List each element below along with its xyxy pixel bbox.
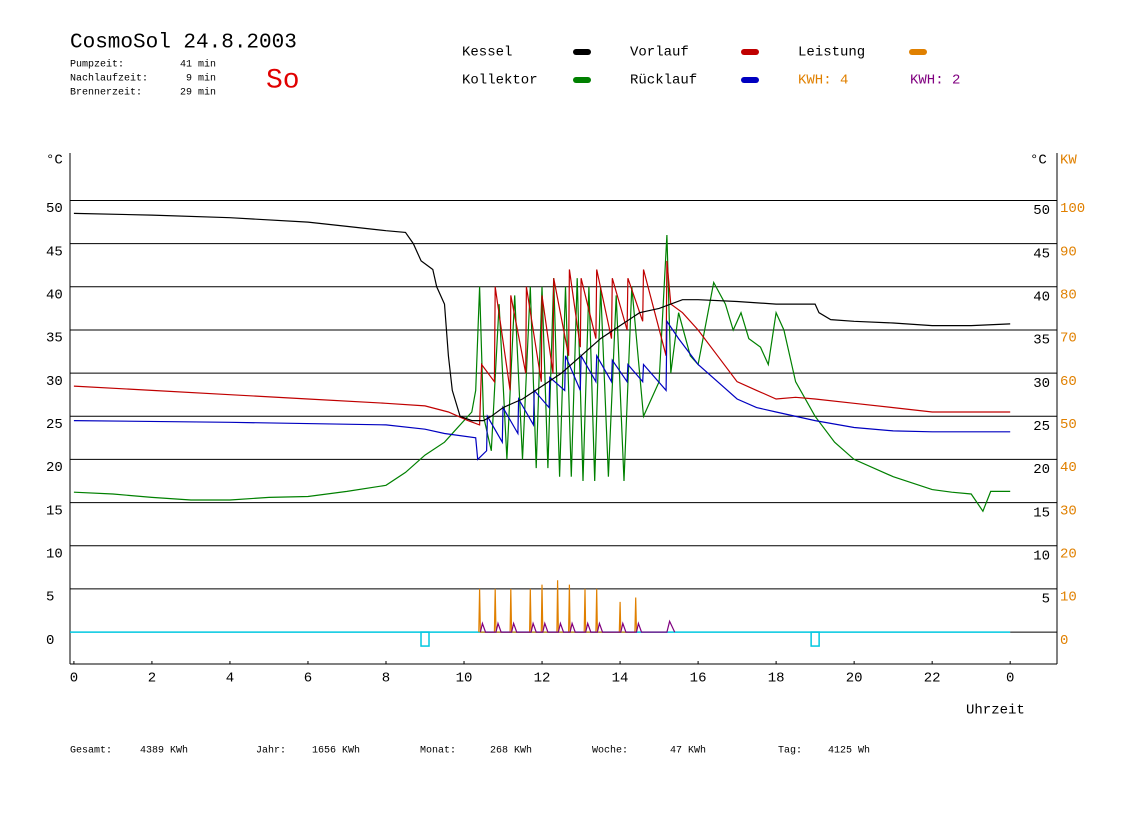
y-tick-label-right: 35 bbox=[1033, 333, 1050, 349]
y-tick-label: 5 bbox=[46, 590, 54, 606]
x-tick-label: 6 bbox=[304, 671, 312, 687]
chart-title: CosmoSol 24.8.2003 bbox=[70, 32, 297, 55]
y-tick-label: 10 bbox=[46, 546, 63, 562]
total-label: Woche: bbox=[592, 745, 628, 757]
y2-tick-label: 30 bbox=[1060, 503, 1077, 519]
y-tick-label-right: 15 bbox=[1033, 505, 1050, 521]
y-tick-label: 30 bbox=[46, 374, 63, 390]
y-tick-label-right: 50 bbox=[1033, 203, 1050, 219]
y-tick-label-right: 25 bbox=[1033, 419, 1050, 435]
y-label: °C bbox=[46, 153, 63, 169]
y-label-right: °C bbox=[1030, 153, 1047, 169]
y-tick-label: 35 bbox=[46, 331, 63, 347]
info-value: 9 min bbox=[186, 73, 216, 85]
x-tick-label: 16 bbox=[690, 671, 707, 687]
info-label: Nachlaufzeit: bbox=[70, 73, 148, 85]
y2-tick-label: 100 bbox=[1060, 201, 1085, 217]
legend-label: Kollektor bbox=[462, 73, 538, 89]
y-tick-label: 40 bbox=[46, 287, 63, 303]
y-tick-label: 20 bbox=[46, 460, 63, 476]
kwh-label: KWH: 4 bbox=[798, 73, 848, 89]
total-label: Monat: bbox=[420, 746, 456, 757]
series-line bbox=[73, 319, 1011, 461]
y-tick-label: 25 bbox=[46, 417, 63, 433]
series-line bbox=[73, 212, 1011, 422]
kwh-label: KWH: 2 bbox=[910, 73, 960, 89]
y-tick-label: 15 bbox=[46, 503, 63, 519]
total-value: 4125 Wh bbox=[828, 745, 870, 757]
x-tick-label: 22 bbox=[924, 671, 941, 687]
y-tick-label-right: 30 bbox=[1033, 376, 1050, 392]
total-value: 268 KWh bbox=[490, 745, 532, 757]
y2-tick-label: 10 bbox=[1060, 590, 1077, 606]
marker bbox=[810, 631, 820, 647]
y2-tick-label: 60 bbox=[1060, 374, 1077, 390]
y2-tick-label: 90 bbox=[1060, 244, 1077, 260]
total-label: Gesamt: bbox=[70, 746, 112, 757]
y-tick-label-right: 20 bbox=[1033, 462, 1050, 478]
info-label: Pumpzeit: bbox=[70, 59, 124, 71]
y-tick-label-right: 10 bbox=[1033, 548, 1050, 564]
x-tick-label: 4 bbox=[226, 671, 234, 687]
total-value: 4389 KWh bbox=[140, 745, 188, 757]
info-value: 29 min bbox=[180, 87, 216, 99]
marker bbox=[420, 631, 430, 647]
y2-tick-label: 80 bbox=[1060, 287, 1077, 303]
total-value: 47 KWh bbox=[670, 745, 706, 757]
y-tick-label-right: 45 bbox=[1033, 246, 1050, 262]
y2-tick-label: 20 bbox=[1060, 546, 1077, 562]
y2-label: KW bbox=[1060, 153, 1077, 169]
x-tick-label: 0 bbox=[1006, 671, 1014, 687]
x-tick-label: 2 bbox=[148, 671, 156, 687]
series-line bbox=[73, 234, 1011, 513]
x-label: Uhrzeit bbox=[966, 703, 1025, 719]
total-label: Tag: bbox=[778, 746, 802, 757]
legend-label: Vorlauf bbox=[630, 45, 689, 61]
legend-label: Kessel bbox=[462, 45, 512, 61]
y-tick-label-right: 5 bbox=[1042, 592, 1050, 608]
info-label: Brennerzeit: bbox=[70, 87, 142, 99]
y2-tick-label: 0 bbox=[1060, 633, 1068, 649]
series-line bbox=[73, 260, 1011, 426]
y-tick-label: 50 bbox=[46, 201, 63, 217]
series-line bbox=[479, 619, 676, 633]
y-tick-label-right: 40 bbox=[1033, 289, 1050, 305]
day: So bbox=[266, 65, 300, 96]
x-tick-label: 18 bbox=[768, 671, 785, 687]
series-line bbox=[478, 580, 638, 633]
x-tick-label: 20 bbox=[846, 671, 863, 687]
legend-label: Leistung bbox=[798, 45, 865, 61]
x-tick-label: 8 bbox=[382, 671, 390, 687]
x-tick-label: 0 bbox=[70, 671, 78, 687]
y-tick-label: 45 bbox=[46, 244, 63, 260]
total-value: 1656 KWh bbox=[312, 745, 360, 757]
y2-tick-label: 50 bbox=[1060, 417, 1077, 433]
x-tick-label: 12 bbox=[534, 671, 551, 687]
info-value: 41 min bbox=[180, 59, 216, 71]
legend-label: Rücklauf bbox=[630, 73, 697, 89]
x-tick-label: 14 bbox=[612, 671, 629, 687]
total-label: Jahr: bbox=[256, 745, 286, 757]
y-tick-label: 0 bbox=[46, 633, 54, 649]
y2-tick-label: 70 bbox=[1060, 331, 1077, 347]
y2-tick-label: 40 bbox=[1060, 460, 1077, 476]
x-tick-label: 10 bbox=[456, 671, 473, 687]
